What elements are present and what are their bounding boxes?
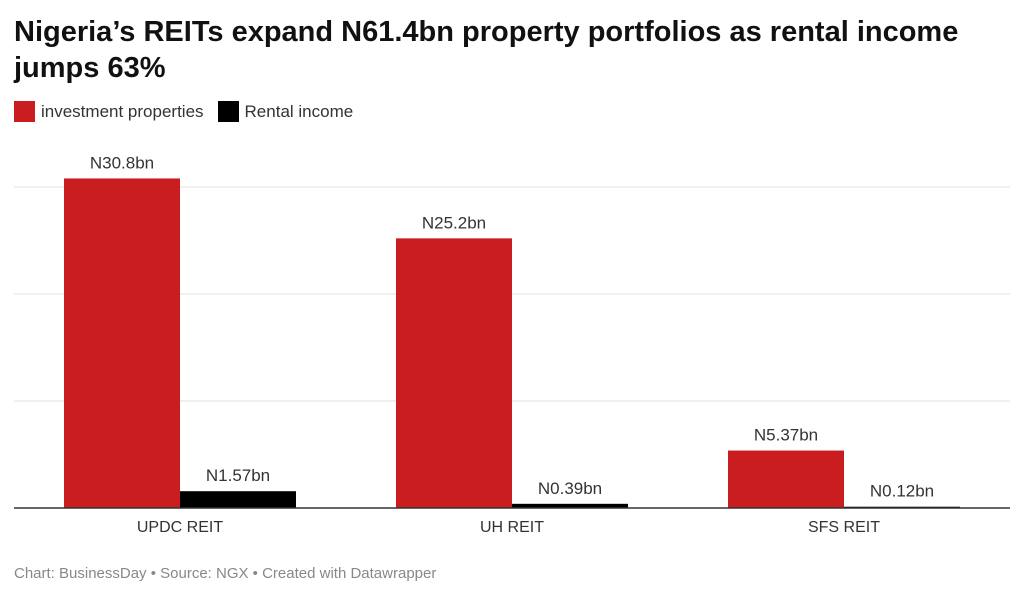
legend-item-rental-income: Rental income [217, 101, 354, 122]
data-label-updc-reit-0: N30.8bn [90, 153, 154, 172]
x-tick-label-uh-reit: UH REIT [480, 519, 544, 536]
bar-updc-reit-investment-properties [64, 178, 180, 508]
legend-item-investment-properties: investment properties [14, 101, 204, 122]
x-tick-label-updc-reit: UPDC REIT [137, 519, 223, 536]
legend-label-rental-income: Rental income [244, 101, 354, 121]
chart-title: Nigeria’s REITs expand N61.4bn property … [14, 16, 959, 84]
x-tick-label-sfs-reit: SFS REIT [808, 519, 880, 536]
chart-footer: Chart: BusinessDay • Source: NGX • Creat… [14, 565, 437, 582]
data-label-sfs-reit-0: N5.37bn [754, 426, 818, 445]
data-label-uh-reit-1: N0.39bn [538, 479, 602, 498]
data-label-uh-reit-0: N25.2bn [422, 213, 486, 232]
bar-sfs-reit-investment-properties [728, 450, 844, 508]
data-label-updc-reit-1: N1.57bn [206, 466, 270, 485]
legend-swatch-investment-properties [14, 101, 35, 122]
legend-swatch-rental-income [217, 101, 239, 122]
legend-label-investment-properties: investment properties [41, 101, 204, 121]
bar-uh-reit-rental-income [512, 503, 628, 508]
bar-updc-reit-rental-income [180, 491, 296, 508]
data-label-sfs-reit-1: N0.12bn [870, 482, 934, 501]
bar-uh-reit-investment-properties [396, 238, 512, 509]
legend: investment properties Rental income [14, 101, 367, 122]
